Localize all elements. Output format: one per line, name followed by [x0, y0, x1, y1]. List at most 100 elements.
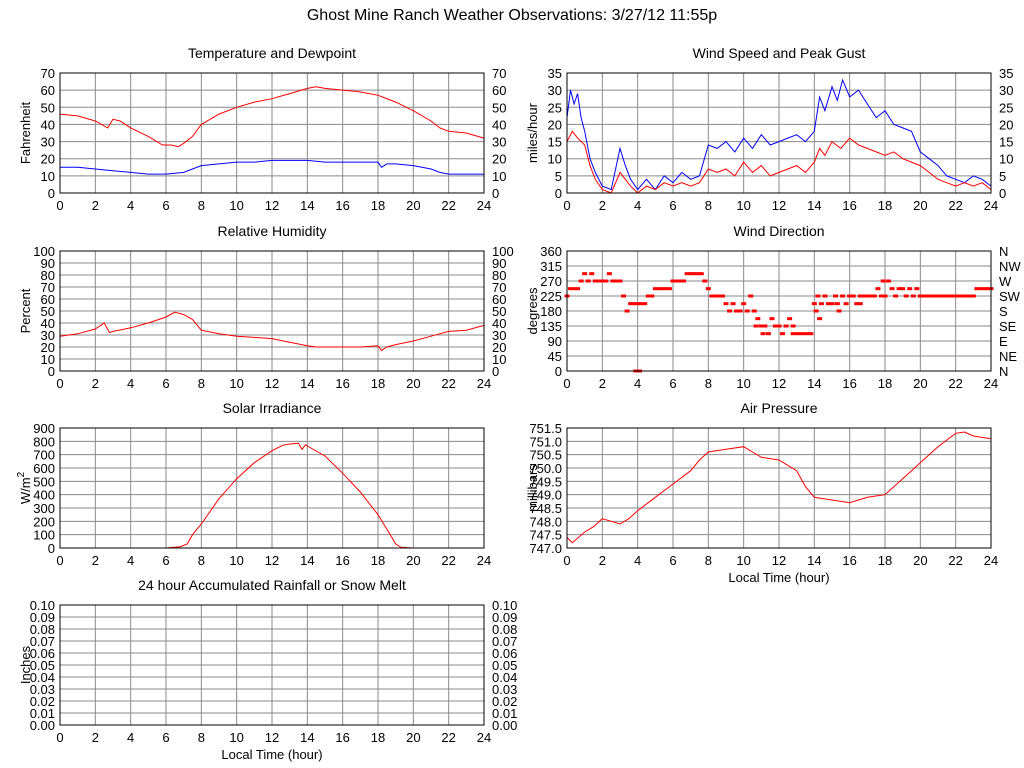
x-tick-label: 16	[335, 730, 349, 745]
right-tick-label: 0	[492, 364, 499, 379]
data-point	[596, 279, 602, 283]
data-point	[907, 287, 913, 291]
data-point	[970, 294, 976, 298]
x-tick-label: 14	[807, 553, 821, 568]
data-point	[822, 294, 828, 298]
x-tick-label: 0	[56, 376, 63, 391]
y-axis-label: Percent	[18, 288, 33, 333]
right-tick-label: N	[999, 364, 1008, 379]
x-tick-label: 22	[441, 730, 455, 745]
chart-title: Relative Humidity	[218, 223, 327, 239]
right-tick-label: 0.02	[492, 694, 517, 709]
x-tick-label: 24	[477, 553, 491, 568]
data-point	[939, 294, 945, 298]
data-point	[780, 332, 786, 336]
x-tick-label: 0	[563, 198, 570, 213]
data-point	[723, 302, 729, 306]
data-point	[857, 294, 863, 298]
right-tick-label: NE	[999, 349, 1017, 364]
data-point	[829, 302, 835, 306]
y-tick-label: 135	[540, 319, 562, 334]
data-point	[760, 332, 766, 336]
x-tick-label: 18	[878, 198, 892, 213]
right-tick-label: 80	[492, 268, 506, 283]
data-point	[617, 279, 623, 283]
x-tick-label: 20	[406, 198, 420, 213]
data-point	[815, 294, 821, 298]
y-tick-label: 60	[41, 292, 55, 307]
right-tick-label: 15	[999, 135, 1013, 150]
data-point	[621, 294, 627, 298]
y-tick-label: 0.06	[30, 646, 55, 661]
y-tick-label: 70	[41, 66, 55, 81]
y-tick-label: 0.08	[30, 622, 55, 637]
x-tick-label: 0	[563, 553, 570, 568]
plot-frame	[59, 427, 485, 549]
x-tick-label: 6	[162, 376, 169, 391]
y-tick-label: 751.5	[529, 421, 562, 436]
data-point	[790, 332, 796, 336]
data-point	[765, 332, 771, 336]
x-tick-label: 24	[984, 376, 998, 391]
y-tick-label: 900	[33, 421, 55, 436]
x-tick-label: 10	[229, 376, 243, 391]
y-tick-label: 749.5	[529, 474, 562, 489]
y-tick-label: 30	[548, 83, 562, 98]
y-tick-label: 40	[41, 117, 55, 132]
data-point	[599, 279, 605, 283]
y-tick-label: 751.0	[529, 434, 562, 449]
plot-frame	[59, 250, 485, 372]
series-line-0	[60, 442, 484, 549]
y-tick-label: 749.0	[529, 488, 562, 503]
x-tick-label: 20	[913, 553, 927, 568]
x-tick-label: 14	[300, 553, 314, 568]
data-point	[758, 324, 764, 328]
y-tick-label: 0.10	[30, 598, 55, 613]
data-point	[893, 294, 899, 298]
x-tick-label: 22	[441, 553, 455, 568]
right-tick-label: NW	[999, 259, 1021, 274]
right-tick-label: 25	[999, 100, 1013, 115]
right-tick-label: 10	[492, 169, 506, 184]
right-tick-label: 60	[492, 292, 506, 307]
x-tick-label: 22	[948, 553, 962, 568]
y-tick-label: 400	[33, 488, 55, 503]
plot-frame	[566, 250, 992, 372]
chart-title: 24 hour Accumulated Rainfall or Snow Mel…	[138, 577, 406, 593]
x-tick-label: 12	[772, 376, 786, 391]
y-axis-label: millibars	[525, 464, 540, 512]
data-point	[804, 332, 810, 336]
data-point	[716, 294, 722, 298]
x-tick-label: 18	[878, 553, 892, 568]
chart-title: Air Pressure	[740, 400, 817, 416]
data-point	[843, 302, 849, 306]
series-line-0	[566, 78, 992, 191]
x-tick-label: 14	[807, 198, 821, 213]
y-tick-label: 0.00	[30, 718, 55, 733]
data-point	[801, 332, 807, 336]
data-point	[811, 302, 817, 306]
x-tick-label: 4	[634, 553, 641, 568]
x-tick-label: 14	[300, 376, 314, 391]
data-point	[949, 294, 955, 298]
x-tick-label: 18	[371, 376, 385, 391]
right-tick-label: W	[999, 274, 1012, 289]
data-point	[794, 332, 800, 336]
data-point	[589, 272, 595, 276]
y-tick-label: 315	[540, 259, 562, 274]
data-point	[712, 294, 718, 298]
y-tick-label: 100	[33, 244, 55, 259]
data-point	[642, 302, 648, 306]
right-tick-label: 0.05	[492, 658, 517, 673]
data-point	[818, 302, 824, 306]
plot-frame	[59, 72, 485, 194]
y-tick-label: 35	[548, 66, 562, 81]
x-tick-label: 0	[56, 553, 63, 568]
data-point	[942, 294, 948, 298]
y-tick-label: 70	[41, 280, 55, 295]
y-axis-label: degrees	[525, 287, 540, 334]
y-tick-label: 30	[41, 135, 55, 150]
